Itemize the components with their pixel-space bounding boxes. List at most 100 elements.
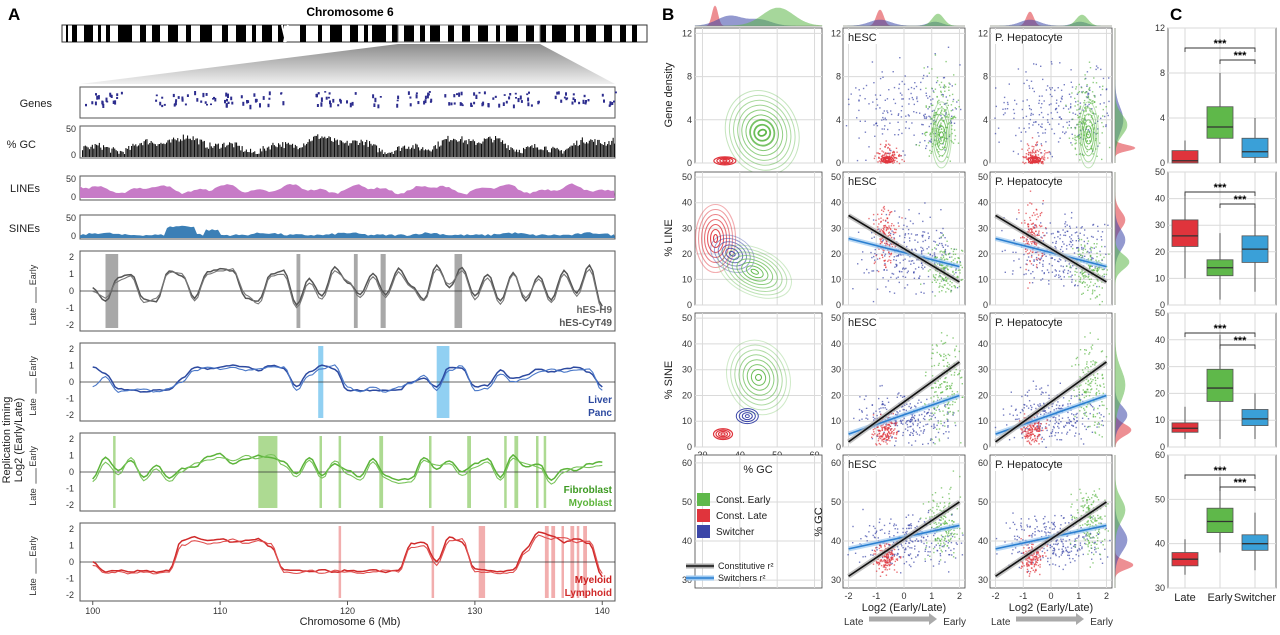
scatter-point-switcher [935, 436, 936, 437]
scatter-point-early [941, 383, 942, 384]
gc-bar [403, 146, 404, 157]
scatter-point-early [1081, 87, 1082, 88]
scatter-point-late [889, 153, 890, 154]
scatter-point-switcher [913, 135, 914, 136]
scatter-point-late [1029, 434, 1030, 435]
scatter-point-late [1039, 430, 1040, 431]
scatter-point-late [1029, 202, 1030, 203]
scatter-point-switcher [1029, 85, 1030, 86]
gc-bar [527, 146, 528, 157]
scatter-point-switcher [1064, 276, 1065, 277]
gc-bar [446, 139, 447, 157]
gene-mark [340, 100, 342, 104]
gc-bar [174, 139, 175, 157]
scatter-point-early [946, 335, 947, 336]
scatter-point-switcher [881, 385, 882, 386]
scatter-point-early [943, 507, 944, 508]
gc-bar [138, 145, 139, 157]
gene-mark [96, 96, 98, 100]
scatter-point-switcher [880, 407, 881, 408]
scatter-point-early [933, 92, 934, 93]
gc-bar [534, 144, 535, 157]
scatter-point-switcher [919, 277, 920, 278]
scatter-point-early [954, 139, 955, 140]
scatter-point-early [1078, 117, 1079, 118]
scatter-point-switcher [1062, 404, 1063, 405]
scatter-point-early [1074, 271, 1075, 272]
scatter-point-switcher [904, 287, 905, 288]
scatter-point-switcher [1055, 243, 1056, 244]
scatter-point-early [939, 440, 940, 441]
gc-bar [415, 144, 416, 157]
scatter-point-early [1077, 124, 1078, 125]
gc-bar [453, 139, 454, 157]
scatter-point-switcher [1075, 284, 1076, 285]
scatter-point-late [889, 149, 890, 150]
gc-bar [547, 150, 548, 157]
gc-bar [228, 145, 229, 157]
scatter-point-switcher [1049, 124, 1050, 125]
gc-bar [508, 145, 509, 157]
rt-ylabel-1: Replication timing [1, 397, 13, 484]
scatter-point-early [939, 275, 940, 276]
scatter-point-switcher [922, 78, 923, 79]
scatter-point-early [943, 518, 944, 519]
scatter-point-early [941, 82, 942, 83]
scatter-point-late [1044, 235, 1045, 236]
scatter-point-late [901, 159, 902, 160]
gc-tick-0: 0 [71, 150, 76, 160]
scatter-point-switcher [905, 75, 906, 76]
scatter-point-switcher [911, 87, 912, 88]
scatter-point-switcher [946, 96, 947, 97]
scatter-point-early [1102, 269, 1103, 270]
scatter-point-switcher [857, 263, 858, 264]
scatter-point-late [1021, 432, 1022, 433]
scatter-point-switcher [904, 84, 905, 85]
scatter-point-early [940, 559, 941, 560]
scatter-point-early [940, 87, 941, 88]
scatter-point-switcher [881, 119, 882, 120]
scatter-point-early [1080, 272, 1081, 273]
gc-bar [457, 142, 458, 157]
facet-label: P. Hepatocyte [995, 176, 1063, 188]
scatter-point-early [962, 267, 963, 268]
rt-legend-2: Panc [588, 408, 612, 419]
gene-mark [585, 100, 587, 103]
scatter-point-switcher [927, 108, 928, 109]
gc-bar [491, 139, 492, 157]
scatter-point-early [1079, 91, 1080, 92]
scatter-point-switcher [921, 263, 922, 264]
scatter-point-switcher [1058, 105, 1059, 106]
scatter-point-early [953, 74, 954, 75]
scatter-point-early [1088, 97, 1089, 98]
gc-bar [251, 153, 252, 157]
scatter-point-early [1071, 127, 1072, 128]
scatter-point-early [1097, 408, 1098, 409]
scatter-point-switcher [948, 431, 949, 432]
scatter-point-switcher [1056, 274, 1057, 275]
scatter-point-early [1090, 255, 1091, 256]
scatter-point-late [893, 430, 894, 431]
scatter-point-early [1080, 281, 1081, 282]
sines-track-label: SINEs [9, 223, 41, 235]
scatter-point-switcher [883, 119, 884, 120]
ideogram-band [404, 25, 414, 42]
scatter-point-late [885, 441, 886, 442]
scatter-point-switcher [906, 531, 907, 532]
scatter-point-switcher [910, 403, 911, 404]
scatter-point-switcher [873, 270, 874, 271]
sines-tick-50: 50 [66, 213, 76, 223]
gene-mark [584, 95, 586, 97]
gene-mark [227, 94, 229, 98]
scatter-point-early [946, 116, 947, 117]
scatter-point-switcher [879, 411, 880, 412]
scatter-point-late [894, 157, 895, 158]
scatter-point-switcher [921, 253, 922, 254]
scatter-point-switcher [877, 289, 878, 290]
scatter-point-early [935, 54, 936, 55]
scatter-point-switcher [1067, 231, 1068, 232]
gc-bar [604, 142, 605, 157]
scatter-point-early [930, 397, 931, 398]
scatter-point-switcher [936, 544, 937, 545]
scatter-point-switcher [882, 113, 883, 114]
